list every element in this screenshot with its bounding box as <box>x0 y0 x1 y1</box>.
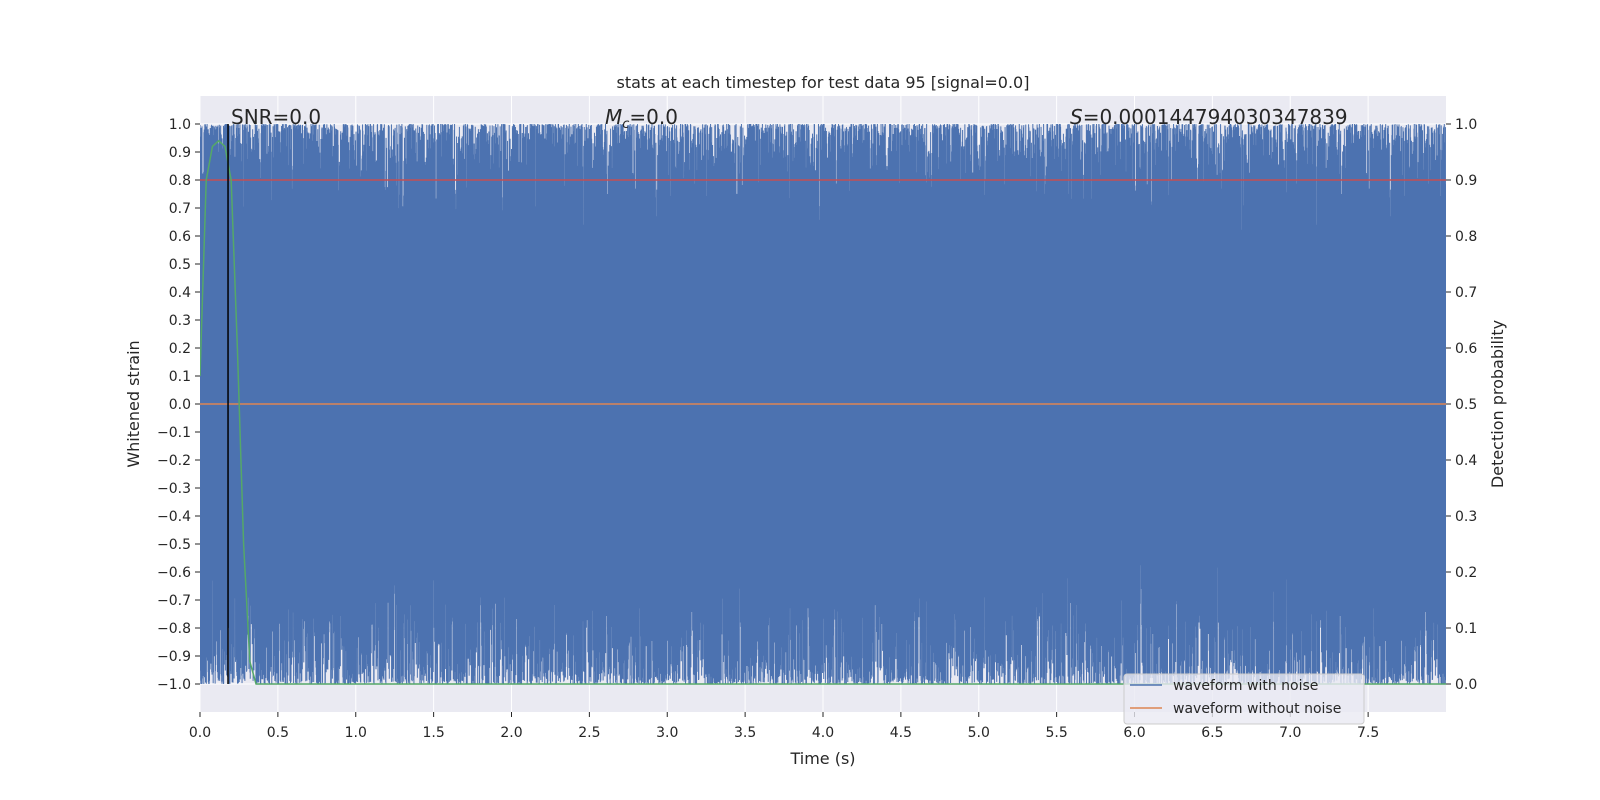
legend: waveform with noise waveform without noi… <box>1123 673 1365 725</box>
y2-tick-label: 0.5 <box>1455 397 1477 413</box>
y-tick-label: 1.0 <box>169 117 191 133</box>
x-tick-label: 3.5 <box>734 725 756 741</box>
y-tick-label: 0.7 <box>169 201 191 217</box>
s-annotation: S=0.000144794030347839 <box>1070 105 1348 129</box>
y2-tick-label: 0.8 <box>1455 229 1477 245</box>
x-tick-label: 2.0 <box>500 725 522 741</box>
y2-tick-label: 0.9 <box>1455 173 1477 189</box>
x-tick-label: 1.5 <box>422 725 444 741</box>
s-value: =0.000144794030347839 <box>1083 105 1348 129</box>
x-axis-ticks: 0.0 0.5 1.0 1.5 2.0 2.5 3.0 3.5 4.0 4.5 5.0 5.5 6.0 6… <box>189 712 1379 741</box>
chirp-mass-subscript: c <box>622 117 629 132</box>
legend-label-noise: waveform with noise <box>1173 678 1318 694</box>
y-tick-label: −0.8 <box>157 621 191 637</box>
x-tick-label: 6.5 <box>1201 725 1223 741</box>
x-tick-label: 4.5 <box>890 725 912 741</box>
x-tick-label: 0.5 <box>267 725 289 741</box>
y-tick-label: 0.6 <box>169 229 191 245</box>
y2-tick-label: 1.0 <box>1455 117 1477 133</box>
snr-annotation: SNR=0.0 <box>231 105 321 129</box>
x-tick-label: 1.0 <box>345 725 367 741</box>
y-axis-ticks: 1.0 0.9 0.8 0.7 0.6 0.5 0.4 0.3 0.2 0.1 0.0 −0.1 −0.… <box>157 117 200 693</box>
y-tick-label: 0.1 <box>169 369 191 385</box>
x-tick-label: 6.0 <box>1123 725 1145 741</box>
y-tick-label: −0.5 <box>157 537 191 553</box>
y-tick-label: 0.3 <box>169 313 191 329</box>
y-tick-label: −0.2 <box>157 453 191 469</box>
chart-title: stats at each timestep for test data 95 … <box>617 73 1030 92</box>
x-tick-label: 4.0 <box>812 725 834 741</box>
x-tick-label: 2.5 <box>578 725 600 741</box>
y-tick-label: −0.3 <box>157 481 191 497</box>
legend-label-clean: waveform without noise <box>1173 701 1341 717</box>
chirp-mass-symbol: M <box>605 105 622 129</box>
y-tick-label: 0.5 <box>169 257 191 273</box>
y-tick-label: 0.4 <box>169 285 191 301</box>
y-tick-label: 0.0 <box>169 397 191 413</box>
y2-tick-label: 0.4 <box>1455 453 1477 469</box>
y-tick-label: −0.6 <box>157 565 191 581</box>
y-tick-label: 0.2 <box>169 341 191 357</box>
y2-tick-label: 0.6 <box>1455 341 1477 357</box>
chirp-mass-annotation: Mc=0.0 <box>605 105 678 132</box>
x-tick-label: 5.5 <box>1045 725 1067 741</box>
x-tick-label: 7.5 <box>1357 725 1379 741</box>
x-tick-label: 3.0 <box>656 725 678 741</box>
y-tick-label: −0.7 <box>157 593 191 609</box>
y-tick-label: 0.9 <box>169 145 191 161</box>
y2-tick-label: 0.3 <box>1455 509 1477 525</box>
y-tick-label: −0.1 <box>157 425 191 441</box>
x-tick-label: 5.0 <box>968 725 990 741</box>
legend-box <box>1123 673 1365 725</box>
y2-tick-label: 0.1 <box>1455 621 1477 637</box>
y2-tick-label: 0.0 <box>1455 677 1477 693</box>
y2-axis-label: Detection probability <box>1488 320 1507 488</box>
series-detection-probability <box>200 139 1446 685</box>
x-axis-label: Time (s) <box>789 749 855 768</box>
data-layer <box>200 123 1446 685</box>
y2-tick-label: 0.2 <box>1455 565 1477 581</box>
y2-tick-label: 0.7 <box>1455 285 1477 301</box>
y2-axis-ticks: 1.0 0.9 0.8 0.7 0.6 0.5 0.4 0.3 0.2 0.1 0.0 <box>1446 117 1477 693</box>
s-symbol: S <box>1070 105 1083 129</box>
chirp-mass-value: =0.0 <box>629 105 678 129</box>
y-tick-label: 0.8 <box>169 173 191 189</box>
y-tick-label: −1.0 <box>157 677 191 693</box>
y-axis-label: Whitened strain <box>124 340 143 467</box>
series-waveform-with-noise <box>200 123 1446 685</box>
x-tick-label: 0.0 <box>189 725 211 741</box>
y-tick-label: −0.4 <box>157 509 191 525</box>
y-tick-label: −0.9 <box>157 649 191 665</box>
x-tick-label: 7.0 <box>1279 725 1301 741</box>
